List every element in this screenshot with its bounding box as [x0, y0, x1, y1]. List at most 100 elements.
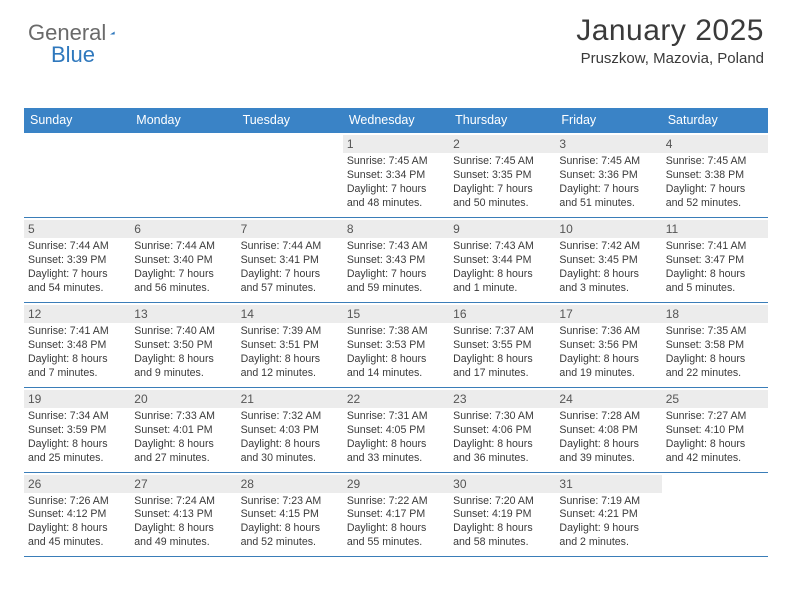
calendar-day: 30Sunrise: 7:20 AMSunset: 4:19 PMDayligh…: [449, 473, 555, 557]
daylight-text: Daylight: 7 hours and 50 minutes.: [453, 183, 551, 211]
calendar-day: 28Sunrise: 7:23 AMSunset: 4:15 PMDayligh…: [237, 473, 343, 557]
calendar-day: 7 Sunrise: 7:44 AMSunset: 3:41 PMDaylight…: [237, 218, 343, 302]
day-number: 12: [24, 305, 130, 323]
sunrise-text: Sunrise: 7:41 AM: [28, 325, 126, 339]
day-number: 20: [130, 390, 236, 408]
sunrise-text: Sunrise: 7:34 AM: [28, 410, 126, 424]
day-number: 6: [130, 220, 236, 238]
calendar-day: [24, 133, 130, 217]
sunset-text: Sunset: 3:41 PM: [241, 254, 339, 268]
daylight-text: Daylight: 8 hours and 30 minutes.: [241, 438, 339, 466]
sunset-text: Sunset: 3:34 PM: [347, 169, 445, 183]
calendar-day: 26Sunrise: 7:26 AMSunset: 4:12 PMDayligh…: [24, 473, 130, 557]
calendar-week: 1Sunrise: 7:45 AMSunset: 3:34 PMDaylight…: [24, 133, 768, 218]
day-info: Sunrise: 7:39 AMSunset: 3:51 PMDaylight:…: [241, 325, 339, 381]
day-info: Sunrise: 7:22 AMSunset: 4:17 PMDaylight:…: [347, 495, 445, 551]
daylight-text: Daylight: 8 hours and 17 minutes.: [453, 353, 551, 381]
day-number: 7: [237, 220, 343, 238]
daylight-text: Daylight: 8 hours and 1 minute.: [453, 268, 551, 296]
day-info: Sunrise: 7:44 AMSunset: 3:40 PMDaylight:…: [134, 240, 232, 296]
daylight-text: Daylight: 8 hours and 39 minutes.: [559, 438, 657, 466]
sunrise-text: Sunrise: 7:42 AM: [559, 240, 657, 254]
weekday-sun: Sunday: [24, 108, 130, 133]
day-number: 16: [449, 305, 555, 323]
day-number: 21: [237, 390, 343, 408]
daylight-text: Daylight: 8 hours and 25 minutes.: [28, 438, 126, 466]
sunrise-text: Sunrise: 7:45 AM: [666, 155, 764, 169]
day-number: [130, 135, 236, 139]
day-info: Sunrise: 7:37 AMSunset: 3:55 PMDaylight:…: [453, 325, 551, 381]
sunset-text: Sunset: 3:45 PM: [559, 254, 657, 268]
sunset-text: Sunset: 3:50 PM: [134, 339, 232, 353]
day-info: Sunrise: 7:45 AMSunset: 3:36 PMDaylight:…: [559, 155, 657, 211]
sunset-text: Sunset: 3:44 PM: [453, 254, 551, 268]
sunrise-text: Sunrise: 7:33 AM: [134, 410, 232, 424]
calendar-day: 21Sunrise: 7:32 AMSunset: 4:03 PMDayligh…: [237, 388, 343, 472]
sunrise-text: Sunrise: 7:44 AM: [241, 240, 339, 254]
sunset-text: Sunset: 3:35 PM: [453, 169, 551, 183]
calendar-day: [237, 133, 343, 217]
daylight-text: Daylight: 8 hours and 55 minutes.: [347, 522, 445, 550]
sunrise-text: Sunrise: 7:22 AM: [347, 495, 445, 509]
sunrise-text: Sunrise: 7:41 AM: [666, 240, 764, 254]
daylight-text: Daylight: 8 hours and 33 minutes.: [347, 438, 445, 466]
daylight-text: Daylight: 7 hours and 48 minutes.: [347, 183, 445, 211]
calendar-day: 25Sunrise: 7:27 AMSunset: 4:10 PMDayligh…: [662, 388, 768, 472]
calendar-day: 22Sunrise: 7:31 AMSunset: 4:05 PMDayligh…: [343, 388, 449, 472]
daylight-text: Daylight: 7 hours and 56 minutes.: [134, 268, 232, 296]
daylight-text: Daylight: 8 hours and 3 minutes.: [559, 268, 657, 296]
calendar-day: 1Sunrise: 7:45 AMSunset: 3:34 PMDaylight…: [343, 133, 449, 217]
day-number: 8: [343, 220, 449, 238]
day-info: Sunrise: 7:40 AMSunset: 3:50 PMDaylight:…: [134, 325, 232, 381]
daylight-text: Daylight: 8 hours and 49 minutes.: [134, 522, 232, 550]
day-info: Sunrise: 7:24 AMSunset: 4:13 PMDaylight:…: [134, 495, 232, 551]
day-number: 31: [555, 475, 661, 493]
sunrise-text: Sunrise: 7:20 AM: [453, 495, 551, 509]
day-number: 3: [555, 135, 661, 153]
daylight-text: Daylight: 8 hours and 19 minutes.: [559, 353, 657, 381]
daylight-text: Daylight: 8 hours and 14 minutes.: [347, 353, 445, 381]
sunrise-text: Sunrise: 7:32 AM: [241, 410, 339, 424]
day-info: Sunrise: 7:45 AMSunset: 3:38 PMDaylight:…: [666, 155, 764, 211]
day-number: 18: [662, 305, 768, 323]
day-number: [662, 475, 768, 479]
sunrise-text: Sunrise: 7:43 AM: [347, 240, 445, 254]
calendar-day: 16 Sunrise: 7:37 AMSunset: 3:55 PMDayligh…: [449, 303, 555, 387]
daylight-text: Daylight: 8 hours and 36 minutes.: [453, 438, 551, 466]
calendar-day: 13Sunrise: 7:40 AMSunset: 3:50 PMDayligh…: [130, 303, 236, 387]
day-number: 19: [24, 390, 130, 408]
calendar-week: 19Sunrise: 7:34 AMSunset: 3:59 PMDayligh…: [24, 388, 768, 473]
sunset-text: Sunset: 3:55 PM: [453, 339, 551, 353]
daylight-text: Daylight: 8 hours and 7 minutes.: [28, 353, 126, 381]
weekday-thu: Thursday: [449, 108, 555, 133]
day-info: Sunrise: 7:33 AMSunset: 4:01 PMDaylight:…: [134, 410, 232, 466]
sunrise-text: Sunrise: 7:28 AM: [559, 410, 657, 424]
calendar-day: 9Sunrise: 7:43 AMSunset: 3:44 PMDaylight…: [449, 218, 555, 302]
month-title: January 2025: [576, 14, 764, 48]
day-info: Sunrise: 7:28 AMSunset: 4:08 PMDaylight:…: [559, 410, 657, 466]
sunset-text: Sunset: 3:58 PM: [666, 339, 764, 353]
day-info: Sunrise: 7:44 AMSunset: 3:41 PMDaylight:…: [241, 240, 339, 296]
sunset-text: Sunset: 4:12 PM: [28, 508, 126, 522]
day-number: 28: [237, 475, 343, 493]
calendar-day: 4Sunrise: 7:45 AMSunset: 3:38 PMDaylight…: [662, 133, 768, 217]
day-info: Sunrise: 7:43 AMSunset: 3:44 PMDaylight:…: [453, 240, 551, 296]
calendar-day: [662, 473, 768, 557]
sunrise-text: Sunrise: 7:23 AM: [241, 495, 339, 509]
weekday-fri: Friday: [555, 108, 661, 133]
sunset-text: Sunset: 4:06 PM: [453, 424, 551, 438]
calendar-day: 3 Sunrise: 7:45 AMSunset: 3:36 PMDaylight…: [555, 133, 661, 217]
sunset-text: Sunset: 3:56 PM: [559, 339, 657, 353]
day-number: 27: [130, 475, 236, 493]
daylight-text: Daylight: 7 hours and 59 minutes.: [347, 268, 445, 296]
sunrise-text: Sunrise: 7:19 AM: [559, 495, 657, 509]
sunset-text: Sunset: 3:53 PM: [347, 339, 445, 353]
daylight-text: Daylight: 8 hours and 27 minutes.: [134, 438, 232, 466]
sunset-text: Sunset: 4:13 PM: [134, 508, 232, 522]
daylight-text: Daylight: 8 hours and 12 minutes.: [241, 353, 339, 381]
sunset-text: Sunset: 4:15 PM: [241, 508, 339, 522]
day-info: Sunrise: 7:19 AMSunset: 4:21 PMDaylight:…: [559, 495, 657, 551]
sunrise-text: Sunrise: 7:37 AM: [453, 325, 551, 339]
day-number: 23: [449, 390, 555, 408]
calendar-day: [130, 133, 236, 217]
